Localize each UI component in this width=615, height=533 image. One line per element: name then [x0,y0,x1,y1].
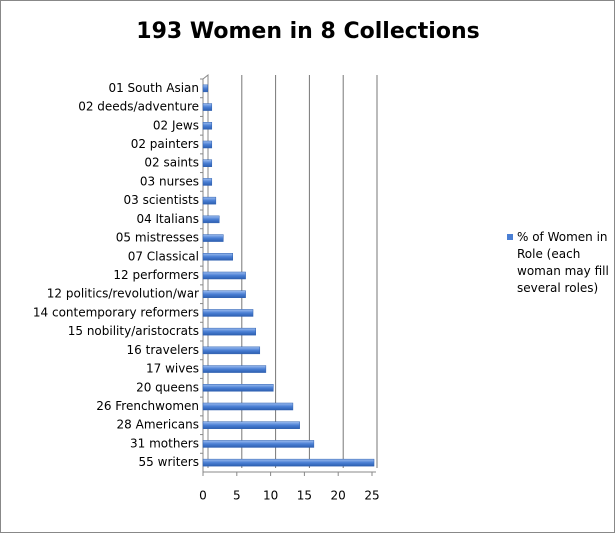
y-tick-label: 12 performers [113,268,199,282]
bar [202,140,213,149]
x-tick-label: 15 [297,489,312,503]
bar [202,103,213,111]
bar [202,309,254,317]
y-tick-label: 02 deeds/adventure [78,100,199,114]
y-tick-label: 28 Americans [117,418,199,432]
x-tick-label: 5 [233,489,241,503]
bar [202,196,217,205]
bar [202,122,213,130]
bar [202,384,274,392]
bar [202,421,300,429]
y-tick-label: 26 Frenchwomen [96,399,199,413]
x-tick-label: 0 [199,489,207,503]
y-tick-label: 03 scientists [123,193,199,207]
bar [202,234,224,242]
bar [202,440,315,448]
y-tick-label: 31 mothers [130,436,199,450]
bar [202,253,233,261]
chart-title: 193 Women in 8 Collections [136,19,479,44]
legend-swatch [507,234,513,240]
y-tick-label: 05 mistresses [116,231,199,245]
bar [202,365,267,373]
legend-label: % of Women in Role (each woman may fill … [517,230,609,295]
y-tick-label: 16 travelers [127,343,199,357]
bar [202,271,246,280]
bar [202,346,261,355]
y-tick-label: 01 South Asian [108,81,199,95]
y-tick-label: 03 nurses [140,174,199,188]
y-tick-label: 07 Classical [128,249,199,263]
y-tick-label: 20 queens [136,380,199,394]
bar [202,178,213,186]
x-tick-label: 25 [364,489,379,503]
bar [202,159,213,167]
y-tick-label: 02 Jews [153,118,199,132]
bar [202,84,208,93]
y-tick-label: 14 contemporary reformers [33,305,199,319]
y-tick-label: 12 politics/revolution/war [47,287,199,301]
y-tick-label: 04 Italians [136,212,199,226]
y-tick-label: 02 saints [144,156,199,170]
bar [202,327,256,336]
y-tick-label: 15 nobility/aristocrats [68,324,199,338]
bar [202,402,294,411]
y-tick-label: 55 writers [139,455,199,469]
bar [202,458,375,467]
x-tick-label: 10 [263,489,278,503]
y-tick-label: 17 wives [146,362,199,376]
bar [202,215,220,224]
y-tick-label: 02 painters [131,137,199,151]
bar [202,290,246,298]
x-tick-label: 20 [331,489,346,503]
